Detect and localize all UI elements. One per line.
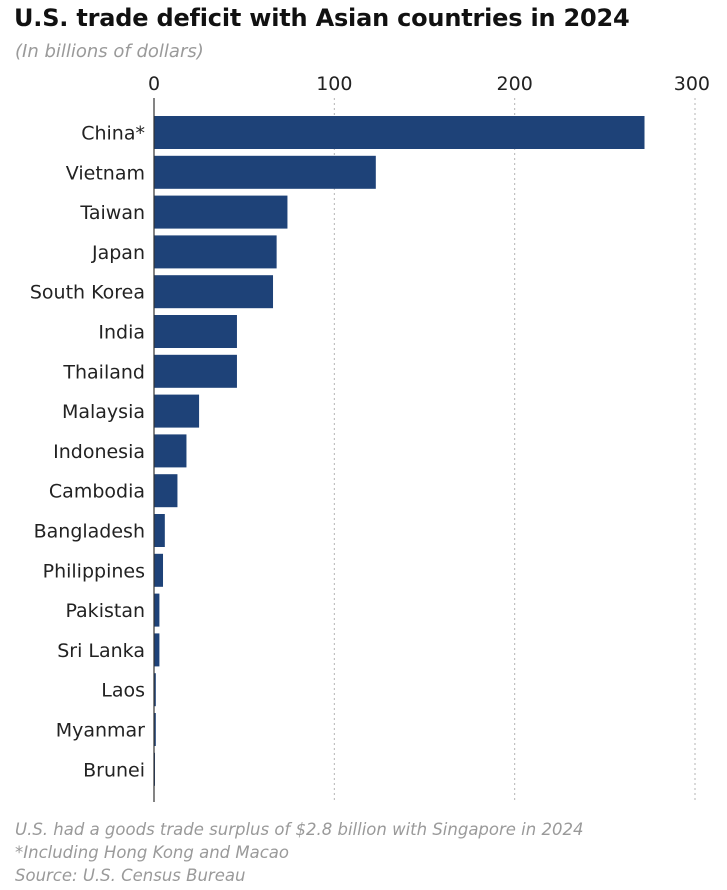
bar-laos	[154, 673, 156, 707]
chart-subtitle: (In billions of dollars)	[15, 41, 204, 62]
category-label-japan: Japan	[91, 242, 145, 264]
bar-philippines	[154, 553, 164, 587]
x-tick-label-300: 300	[674, 73, 710, 95]
category-label-thailand: Thailand	[62, 361, 145, 383]
category-label-indonesia: Indonesia	[53, 441, 145, 463]
category-label-taiwan: Taiwan	[79, 202, 145, 224]
bars	[154, 116, 645, 786]
category-label-brunei: Brunei	[83, 759, 145, 781]
bar-indonesia	[154, 434, 187, 468]
bar-japan	[154, 235, 277, 269]
footnote-china: *Including Hong Kong and Macao	[15, 843, 290, 862]
category-label-south-korea: South Korea	[30, 282, 145, 304]
category-label-malaysia: Malaysia	[62, 401, 145, 423]
category-label-india: India	[98, 322, 145, 344]
bar-cambodia	[154, 474, 178, 508]
x-tick-label-0: 0	[148, 73, 160, 95]
category-labels: China* Vietnam Taiwan Japan South Korea India…	[30, 123, 145, 782]
category-label-cambodia: Cambodia	[49, 481, 145, 503]
category-label-pakistan: Pakistan	[65, 600, 145, 622]
grid-lines	[333, 98, 696, 802]
category-label-vietnam: Vietnam	[66, 162, 145, 184]
category-label-myanmar: Myanmar	[56, 720, 145, 742]
bar-myanmar	[154, 713, 156, 746]
bar-vietnam	[154, 155, 376, 189]
bar-south-korea	[154, 275, 274, 309]
x-tick-label-200: 200	[497, 73, 533, 95]
bar-pakistan	[154, 593, 160, 627]
bar-malaysia	[154, 394, 200, 428]
bar-bangladesh	[154, 514, 165, 547]
footnote-source: Source: U.S. Census Bureau	[15, 866, 246, 885]
category-label-sri-lanka: Sri Lanka	[57, 640, 145, 662]
bar-china	[154, 116, 645, 149]
bar-thailand	[154, 354, 237, 388]
category-label-bangladesh: Bangladesh	[34, 521, 145, 543]
category-label-china: China*	[81, 123, 145, 145]
chart-title: U.S. trade deficit with Asian countries …	[14, 4, 630, 32]
bar-taiwan	[154, 195, 288, 229]
x-tick-label-100: 100	[316, 73, 352, 95]
x-axis-ticks: 0 100 200 300	[148, 73, 710, 95]
bar-sri-lanka	[154, 633, 160, 667]
category-label-philippines: Philippines	[43, 560, 145, 582]
category-label-laos: Laos	[101, 680, 145, 702]
footnote-singapore: U.S. had a goods trade surplus of $2.8 b…	[15, 820, 584, 839]
bar-india	[154, 315, 237, 348]
